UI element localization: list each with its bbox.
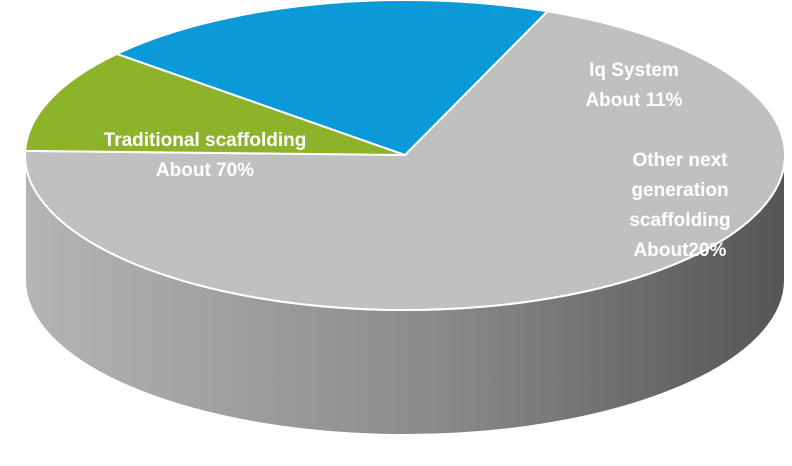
pie-label-2-line-0: Other next [632, 150, 728, 171]
pie-labels: Traditional scaffolding About 70% Iq Syste… [104, 60, 731, 261]
pie-label-0-line-0: Traditional scaffolding [104, 130, 307, 151]
pie-label-2: Other next generation scaffolding About20% [629, 150, 730, 261]
pie-label-1: Iq System About 11% [585, 60, 682, 111]
pie-label-1-line-0: Iq System [589, 60, 679, 81]
pie-slice-2 [115, 0, 549, 156]
pie-slice-0 [24, 10, 786, 311]
pie-label-1-line-1: About 11% [585, 90, 682, 111]
pie-label-2-line-3: About20% [634, 240, 727, 261]
pie-label-2-line-1: generation [631, 180, 728, 201]
pie-label-2-line-2: scaffolding [629, 210, 730, 231]
pie-label-0-line-1: About 70% [156, 160, 254, 181]
pie-slice-1 [24, 52, 406, 156]
pie-top-faces [24, 0, 786, 311]
pie-label-0: Traditional scaffolding About 70% [104, 130, 307, 181]
